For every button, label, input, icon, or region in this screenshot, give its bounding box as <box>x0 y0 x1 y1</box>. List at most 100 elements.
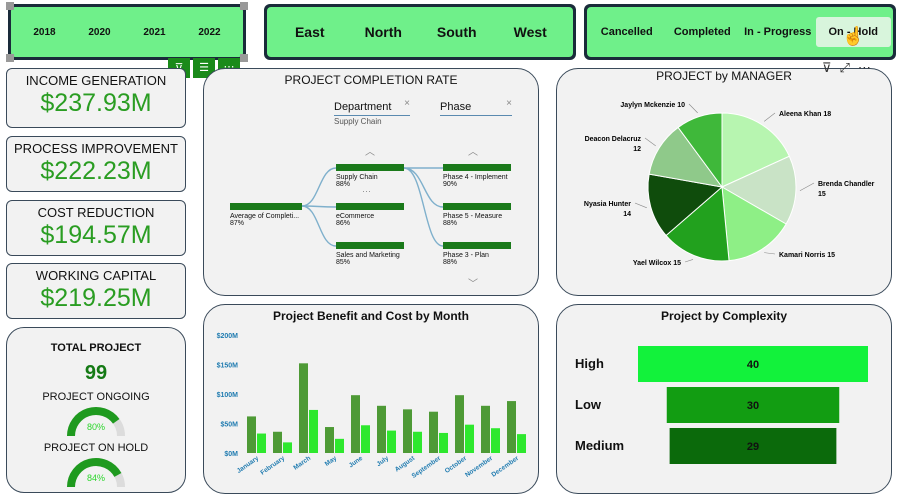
bar[interactable] <box>309 409 318 453</box>
node-bar <box>336 203 404 210</box>
bar[interactable] <box>257 433 266 453</box>
bar[interactable] <box>387 430 396 453</box>
resize-handle[interactable] <box>240 2 248 10</box>
filter-icon[interactable]: ⊽ <box>822 60 832 75</box>
chevron-down-icon[interactable]: ﹀ <box>468 279 478 290</box>
close-icon[interactable]: × <box>506 98 512 109</box>
kpi-card-process: PROCESS IMPROVEMENT $222.23M <box>6 136 186 192</box>
close-icon[interactable]: × <box>404 98 410 109</box>
region-chip-south[interactable]: South <box>436 24 477 40</box>
ongoing-gauge-fill <box>67 407 120 437</box>
focus-mode-icon[interactable]: ⤢ <box>839 60 850 75</box>
onhold-gauge-value: 84% <box>86 473 105 483</box>
bar[interactable] <box>361 425 370 453</box>
year-chip-2018[interactable]: 2018 <box>33 26 56 38</box>
chevron-up-icon[interactable]: ︿ <box>365 147 375 158</box>
status-chip-on-hold[interactable]: On - Hold <box>815 17 891 47</box>
pie-slice[interactable] <box>647 173 724 237</box>
resize-handle[interactable] <box>240 54 248 62</box>
year-chip-2020[interactable]: 2020 <box>88 26 111 38</box>
decomp-node-root[interactable]: Average of Completi... 87% <box>230 203 302 227</box>
bar[interactable] <box>491 428 500 453</box>
y-tick-label: $150M <box>217 363 239 370</box>
bar[interactable] <box>439 432 448 453</box>
bar[interactable] <box>465 424 474 453</box>
bar[interactable] <box>403 409 412 453</box>
y-tick-label: $200M <box>217 333 239 340</box>
kpi-value: $222.23M <box>40 157 152 185</box>
node-bar <box>230 203 302 210</box>
pie-slice[interactable] <box>721 112 790 188</box>
node-label: eCommerce <box>336 213 375 220</box>
funnel-category-label: Low <box>575 397 602 412</box>
year-chip-2021[interactable]: 2021 <box>143 26 166 38</box>
complexity-chart: 40 High 30 Low 29 Medium <box>575 346 868 464</box>
bar[interactable] <box>507 401 516 453</box>
bar[interactable] <box>351 395 360 453</box>
more-options-icon[interactable]: ⋯ <box>857 60 871 75</box>
node-label: Average of Completi... <box>230 213 300 220</box>
bar[interactable] <box>429 411 438 453</box>
x-tick-label: June <box>348 455 365 470</box>
manager-pie-chart: Aleena Khan 18 Brenda Chandler 15 Kamari No… <box>584 102 875 267</box>
node-label: Phase 4 - Implement <box>443 174 508 181</box>
chevron-up-icon[interactable]: ︿ <box>468 147 478 158</box>
bar[interactable] <box>247 416 256 453</box>
bar[interactable] <box>299 363 308 453</box>
decomp-node-department[interactable]: Sales and Marketing 85% <box>336 242 404 266</box>
completion-title: PROJECT COMPLETION RATE <box>284 73 458 87</box>
node-bar <box>336 242 404 249</box>
pie-slice[interactable] <box>721 186 787 262</box>
decomp-node-department[interactable]: Supply Chain 88% <box>336 164 404 188</box>
bar[interactable] <box>283 442 292 453</box>
year-chip-2022[interactable]: 2022 <box>198 26 221 38</box>
bar[interactable] <box>335 438 344 453</box>
onhold-gauge: 84% <box>66 457 126 488</box>
region-chip-west[interactable]: West <box>513 24 547 40</box>
phase-filter[interactable]: Phase × <box>440 97 512 116</box>
pie-data-label: Deacon Delacruz 12 <box>585 136 642 153</box>
kpi-label: INCOME GENERATION <box>25 73 167 88</box>
pie-data-label: Nyasia Hunter 14 <box>584 201 631 218</box>
kpi-label: PROCESS IMPROVEMENT <box>14 141 178 156</box>
node-bar <box>443 242 511 249</box>
bar[interactable] <box>517 434 526 453</box>
decomp-node-phase[interactable]: Phase 4 - Implement 90% <box>443 164 511 188</box>
decomp-node-department[interactable]: eCommerce 86% <box>336 203 404 227</box>
bar[interactable] <box>325 427 334 453</box>
node-label: Supply Chain <box>336 174 378 181</box>
status-chip-completed[interactable]: Completed <box>673 26 731 38</box>
resize-handle[interactable] <box>6 2 14 10</box>
bar[interactable] <box>481 405 490 453</box>
x-tick-label: September <box>411 455 443 480</box>
pie-slice[interactable] <box>665 185 730 262</box>
leader-line <box>764 252 776 255</box>
pie-data-label: Brenda Chandler 15 <box>818 181 875 198</box>
region-chip-north[interactable]: North <box>364 24 402 40</box>
pie-slice[interactable] <box>677 112 723 189</box>
node-value: 85% <box>336 259 351 266</box>
funnel-value: 30 <box>747 400 759 412</box>
funnel-bar[interactable] <box>669 428 837 464</box>
resize-handle[interactable] <box>6 54 14 62</box>
bar[interactable] <box>273 431 282 453</box>
leader-line <box>634 202 647 209</box>
bar[interactable] <box>413 431 422 453</box>
department-filter-label: Department <box>334 101 392 113</box>
department-filter[interactable]: Department × <box>334 97 410 116</box>
pie-slice[interactable] <box>720 155 797 225</box>
ellipsis-icon[interactable]: ··· <box>362 186 371 196</box>
bar[interactable] <box>377 405 386 453</box>
total-project-label: TOTAL PROJECT <box>50 342 142 354</box>
bar[interactable] <box>455 395 464 453</box>
funnel-category-label: Medium <box>575 438 624 453</box>
region-chip-east[interactable]: East <box>294 24 325 40</box>
pie-data-label: Jaylyn Mckenzie 10 <box>620 102 685 109</box>
status-chip-in-progress[interactable]: In - Progress <box>744 26 812 38</box>
funnel-bar[interactable] <box>638 346 868 382</box>
funnel-bar[interactable] <box>666 387 840 423</box>
decomp-node-phase[interactable]: Phase 5 - Measure 88% <box>443 203 511 227</box>
phase-filter-label: Phase <box>440 101 472 113</box>
status-chip-cancelled[interactable]: Cancelled <box>600 26 653 38</box>
decomp-node-phase[interactable]: Phase 3 - Plan 88% <box>443 242 511 266</box>
